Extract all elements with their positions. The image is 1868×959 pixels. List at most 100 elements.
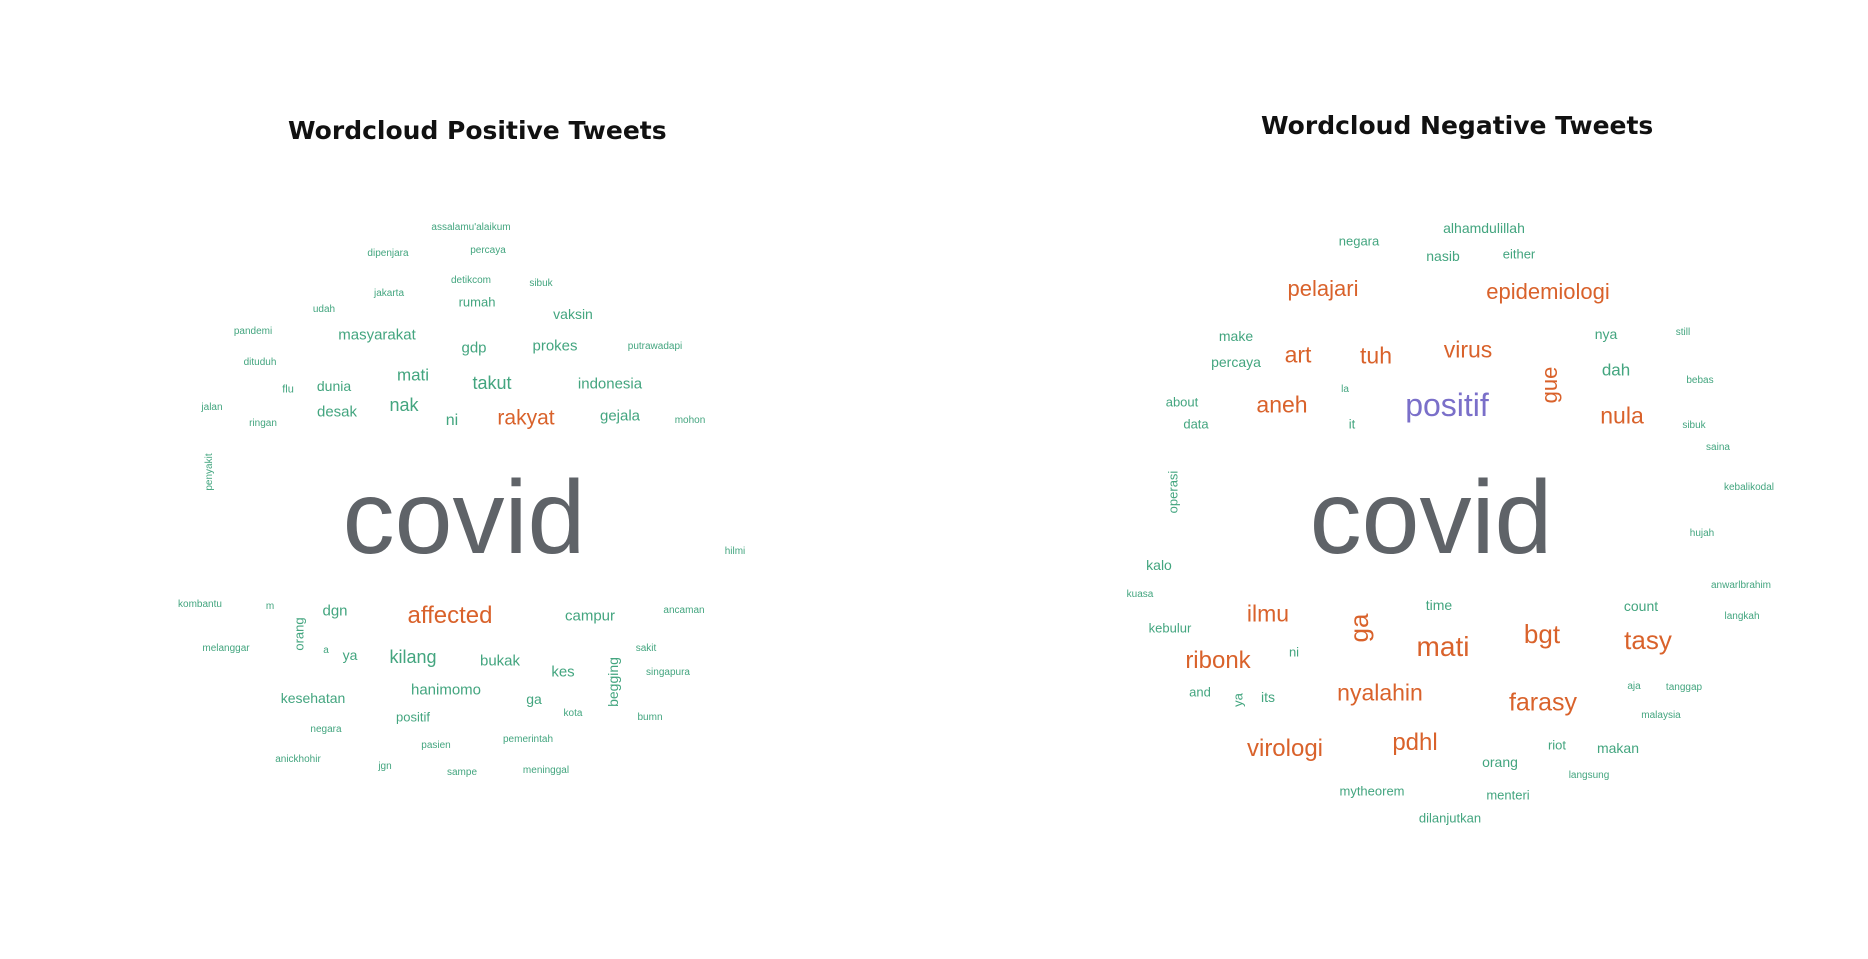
word-a: a bbox=[323, 645, 329, 656]
word-kalo: kalo bbox=[1146, 557, 1172, 573]
word-la: la bbox=[1341, 384, 1349, 395]
word-dituduh: dituduh bbox=[243, 357, 277, 368]
word-covid: covid bbox=[1309, 460, 1553, 576]
word-bgt: bgt bbox=[1523, 619, 1561, 649]
word-sakit: sakit bbox=[635, 643, 657, 654]
word-affected: affected bbox=[407, 602, 493, 629]
word-dgn: dgn bbox=[322, 602, 348, 620]
word-dah: dah bbox=[1601, 360, 1631, 380]
word-begging: begging bbox=[605, 657, 621, 707]
word-mati: mati bbox=[1416, 631, 1470, 662]
word-kes: kes bbox=[551, 663, 575, 681]
word-indonesia: indonesia bbox=[577, 375, 643, 393]
word-nyalahin: nyalahin bbox=[1337, 679, 1423, 706]
word-campur: campur bbox=[564, 607, 616, 625]
word-detikcom: detikcom bbox=[450, 275, 492, 286]
word-pasien: pasien bbox=[421, 740, 451, 751]
negative-wordcloud-title: Wordcloud Negative Tweets bbox=[1261, 111, 1654, 140]
word-its: its bbox=[1261, 689, 1275, 705]
word-tuh: tuh bbox=[1360, 342, 1392, 369]
word-orang: orang bbox=[1482, 754, 1518, 770]
word-makan: makan bbox=[1596, 740, 1640, 756]
positive-wordcloud-title: Wordcloud Positive Tweets bbox=[288, 116, 667, 145]
word-and: and bbox=[1189, 684, 1211, 700]
word-malaysia: malaysia bbox=[1641, 710, 1681, 721]
word-assalamualaikum: assalamu'alaikum bbox=[431, 222, 511, 233]
word-bukak: bukak bbox=[479, 652, 521, 670]
positive-wordcloud: assalamu'alaikum dipenjara percaya detik… bbox=[178, 222, 746, 778]
word-virus: virus bbox=[1443, 336, 1493, 363]
word-ribonk: ribonk bbox=[1185, 647, 1251, 674]
word-mohon: mohon bbox=[674, 415, 706, 426]
word-ancaman: ancaman bbox=[663, 605, 705, 616]
word-it: it bbox=[1348, 416, 1356, 432]
word-vaksin: vaksin bbox=[553, 306, 593, 322]
word-dunia: dunia bbox=[316, 378, 352, 394]
word-count: count bbox=[1623, 598, 1659, 614]
word-about: about bbox=[1165, 394, 1199, 410]
word-tasy: tasy bbox=[1624, 625, 1672, 655]
word-negara: negara bbox=[310, 724, 342, 735]
word-putrawadapi: putrawadapi bbox=[627, 341, 683, 352]
word-ga: ga bbox=[1344, 613, 1374, 643]
word-mytheorem: mytheorem bbox=[1339, 783, 1405, 799]
word-ga: ga bbox=[526, 691, 542, 707]
word-nya: nya bbox=[1594, 326, 1618, 342]
word-rakyat: rakyat bbox=[497, 406, 555, 430]
word-prokes: prokes bbox=[532, 337, 578, 355]
word-saina: saina bbox=[1706, 442, 1730, 453]
negative-wordcloud-panel: Wordcloud Negative Tweets alhamdulillah … bbox=[934, 0, 1868, 959]
word-kombantu: kombantu bbox=[178, 599, 222, 610]
word-operasi: operasi bbox=[1165, 470, 1181, 514]
word-kilang: kilang bbox=[389, 647, 437, 667]
word-langsung: langsung bbox=[1568, 770, 1610, 781]
word-nak: nak bbox=[389, 395, 419, 415]
word-ya: ya bbox=[1230, 693, 1246, 707]
word-either: either bbox=[1502, 246, 1536, 262]
word-gue: gue bbox=[1537, 366, 1562, 404]
word-sibuk: sibuk bbox=[1682, 420, 1706, 431]
word-percaya: percaya bbox=[1211, 354, 1261, 370]
positive-wordcloud-panel: Wordcloud Positive Tweets assalamu'alaik… bbox=[178, 116, 746, 778]
word-epidemiologi: epidemiologi bbox=[1486, 279, 1610, 304]
word-jgn: jgn bbox=[378, 761, 392, 772]
word-ringan: ringan bbox=[249, 418, 277, 429]
word-kesehatan: kesehatan bbox=[280, 690, 346, 706]
word-bumn: bumn bbox=[637, 712, 663, 723]
word-sampe: sampe bbox=[446, 767, 478, 778]
word-anwarlbrahim: anwarlbrahim bbox=[1710, 580, 1772, 591]
word-kuasa: kuasa bbox=[1126, 589, 1154, 600]
word-bebas: bebas bbox=[1686, 375, 1714, 386]
word-negara: negara bbox=[1338, 233, 1380, 249]
word-gejala: gejala bbox=[599, 407, 641, 425]
word-nula: nula bbox=[1600, 402, 1644, 429]
word-hilmi: hilmi bbox=[724, 546, 746, 557]
word-ilmu: ilmu bbox=[1246, 600, 1290, 627]
word-mati: mati bbox=[396, 365, 430, 385]
word-rumah: rumah bbox=[458, 294, 496, 310]
word-masyarakat: masyarakat bbox=[338, 326, 416, 344]
word-pandemi: pandemi bbox=[233, 326, 273, 337]
word-pelajari: pelajari bbox=[1287, 276, 1359, 301]
word-langkah: langkah bbox=[1724, 611, 1760, 622]
word-meninggal: meninggal bbox=[522, 765, 570, 776]
word-art: art bbox=[1284, 341, 1312, 368]
word-tanggap: tanggap bbox=[1665, 682, 1703, 693]
word-orang: orang bbox=[291, 617, 307, 651]
word-time: time bbox=[1425, 597, 1453, 613]
word-penyakit: penyakit bbox=[204, 453, 215, 491]
word-positif: positif bbox=[396, 709, 430, 725]
word-covid: covid bbox=[342, 460, 586, 576]
word-aneh: aneh bbox=[1256, 391, 1308, 418]
word-pdhl: pdhl bbox=[1392, 729, 1438, 756]
word-ya: ya bbox=[342, 647, 358, 663]
word-nasib: nasib bbox=[1426, 248, 1460, 264]
word-dilanjutkan: dilanjutkan bbox=[1418, 810, 1482, 826]
word-make: make bbox=[1218, 328, 1254, 344]
word-kebalikodal: kebalikodal bbox=[1723, 482, 1775, 493]
word-kebulur: kebulur bbox=[1148, 620, 1192, 636]
word-farasy: farasy bbox=[1508, 688, 1578, 717]
word-anickhohir: anickhohir bbox=[275, 754, 321, 765]
word-data: data bbox=[1183, 416, 1209, 432]
word-flu: flu bbox=[282, 383, 294, 396]
